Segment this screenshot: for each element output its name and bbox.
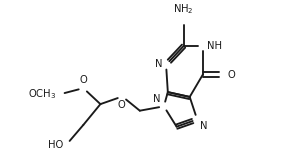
Text: O: O (79, 75, 87, 85)
Text: NH$_2$: NH$_2$ (173, 3, 194, 16)
Text: O: O (118, 100, 126, 110)
Text: NH: NH (207, 41, 222, 51)
Text: N: N (153, 94, 160, 104)
Text: O: O (227, 70, 235, 80)
Text: N: N (154, 59, 162, 69)
Text: N: N (200, 121, 207, 131)
Text: OCH$_3$: OCH$_3$ (28, 87, 57, 101)
Text: HO: HO (48, 140, 63, 150)
